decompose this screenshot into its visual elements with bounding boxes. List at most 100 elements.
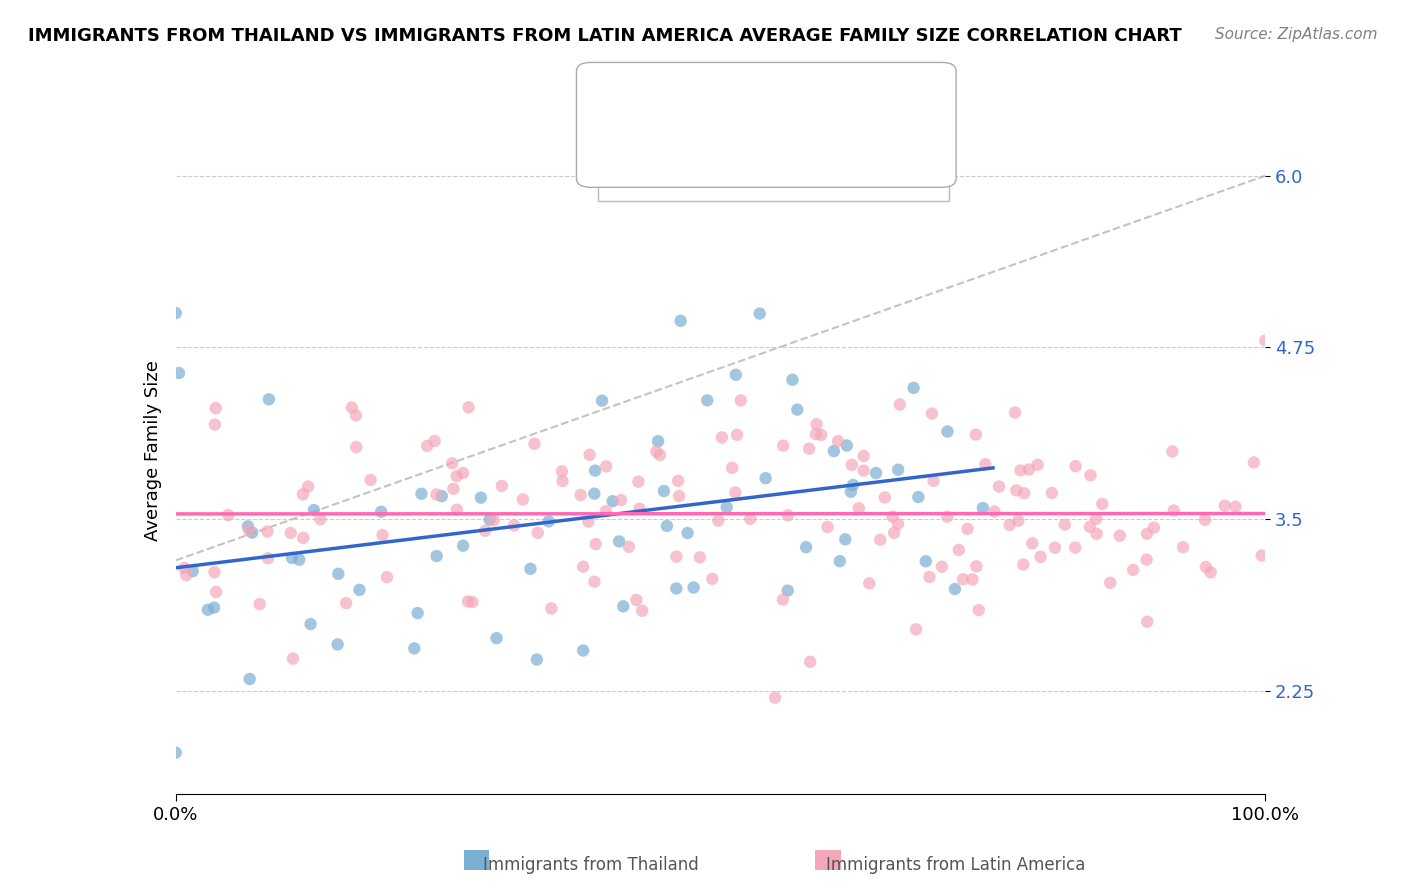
Point (478, 513, 501, 527)
Point (474, 524, 496, 538)
Text: Source: ZipAtlas.com: Source: ZipAtlas.com (1215, 27, 1378, 42)
Point (974, 457, 997, 471)
Point (668, 489, 690, 503)
Point (740, 512, 762, 526)
Point (1005, 483, 1028, 498)
Point (309, 512, 332, 526)
Point (551, 464, 574, 478)
Point (572, 643, 595, 657)
Point (249, 597, 271, 611)
Point (772, 439, 794, 453)
Point (943, 582, 966, 596)
Point (696, 393, 718, 408)
Point (839, 484, 862, 499)
Point (702, 572, 724, 586)
Point (628, 501, 651, 516)
Point (239, 672, 262, 686)
Point (918, 570, 941, 584)
Point (204, 565, 226, 579)
Point (299, 617, 322, 632)
Point (1136, 615, 1159, 629)
Point (470, 491, 492, 505)
Bar (626, 94, 651, 116)
Point (280, 525, 302, 540)
Point (1010, 463, 1032, 477)
Point (852, 464, 875, 478)
Point (576, 515, 599, 529)
Point (519, 562, 541, 576)
Point (457, 594, 479, 608)
Point (983, 504, 1005, 518)
Point (905, 623, 928, 637)
Point (936, 509, 959, 524)
Point (724, 485, 747, 500)
Point (1143, 520, 1166, 534)
Point (776, 508, 799, 523)
Point (648, 448, 671, 462)
Point (446, 469, 468, 483)
Point (776, 583, 799, 598)
Point (583, 486, 606, 500)
Point (328, 566, 350, 581)
Point (197, 603, 219, 617)
Point (1040, 486, 1063, 500)
Point (607, 534, 630, 549)
Point (748, 307, 770, 321)
Point (835, 438, 858, 452)
Text: R = -0.03  N = 148: R = -0.03 N = 148 (664, 131, 835, 149)
Point (165, 746, 187, 760)
Point (858, 576, 880, 591)
Point (1136, 526, 1159, 541)
Point (217, 508, 239, 522)
Point (914, 554, 936, 568)
Point (595, 504, 617, 518)
Point (1163, 503, 1185, 517)
Point (370, 505, 392, 519)
FancyBboxPatch shape (598, 76, 949, 201)
Point (1007, 514, 1029, 528)
Point (236, 519, 259, 533)
Text: 148: 148 (755, 131, 793, 149)
Bar (626, 129, 651, 152)
Point (1043, 541, 1066, 555)
Point (291, 487, 314, 501)
Text: Immigrants from Latin America: Immigrants from Latin America (827, 856, 1085, 874)
Point (1199, 566, 1222, 580)
Point (1078, 520, 1101, 534)
Point (1161, 444, 1184, 458)
Point (669, 314, 692, 328)
Point (869, 533, 891, 547)
Point (340, 401, 363, 415)
Point (572, 559, 595, 574)
Point (451, 539, 474, 553)
Point (827, 434, 849, 449)
Point (626, 593, 648, 607)
Point (782, 373, 804, 387)
Point (461, 595, 484, 609)
Point (302, 503, 325, 517)
Point (1091, 497, 1114, 511)
Point (375, 570, 398, 584)
Point (585, 537, 607, 551)
Point (952, 572, 974, 586)
Point (852, 449, 875, 463)
Point (730, 393, 752, 408)
Point (1021, 536, 1043, 550)
Point (799, 655, 821, 669)
Point (665, 549, 688, 564)
Point (1004, 406, 1026, 420)
Point (512, 492, 534, 507)
Point (551, 474, 574, 488)
Point (1136, 552, 1159, 566)
Point (1171, 540, 1194, 554)
Point (457, 401, 479, 415)
Point (482, 513, 505, 527)
Point (204, 417, 226, 432)
Point (335, 596, 357, 610)
Point (426, 549, 449, 563)
Point (817, 520, 839, 534)
Point (921, 407, 943, 421)
Point (205, 585, 228, 599)
Bar (815, 850, 841, 870)
Point (931, 559, 953, 574)
